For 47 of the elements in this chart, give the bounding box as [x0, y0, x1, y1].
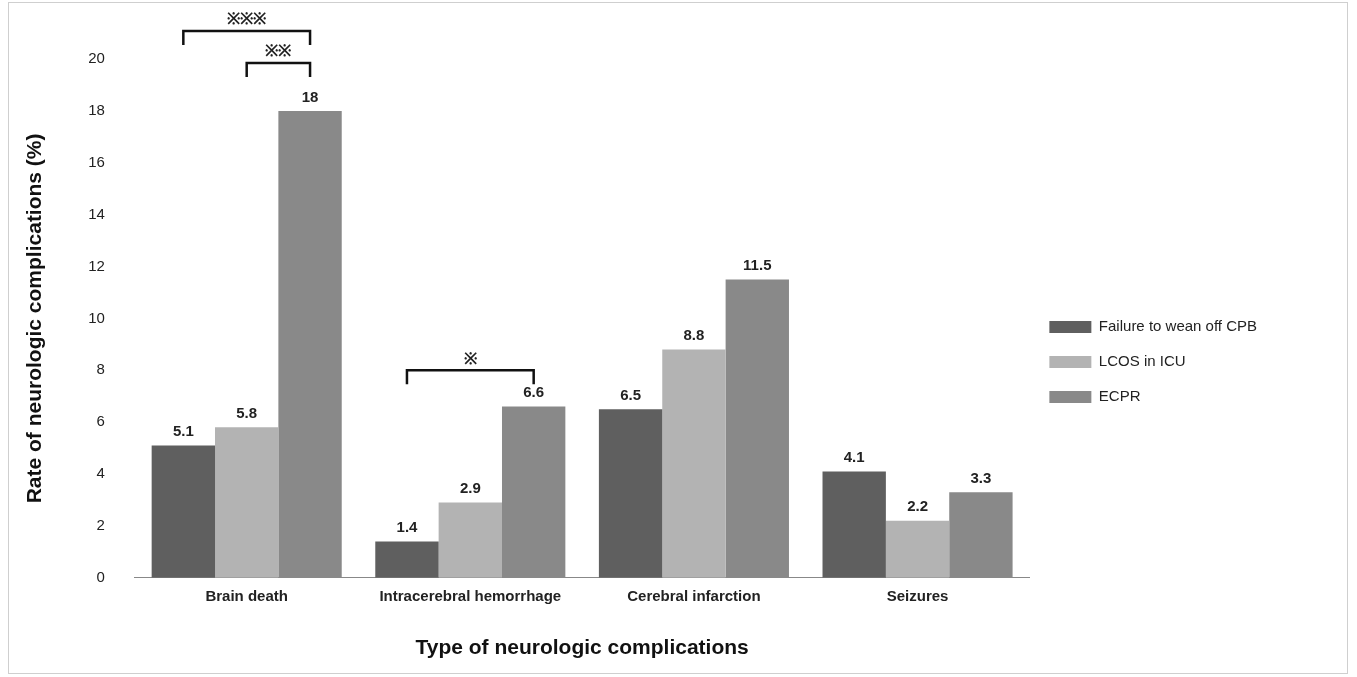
- y-tick-label: 16: [88, 152, 105, 170]
- annotation: ※※: [265, 42, 292, 60]
- data-label: 6.5: [620, 385, 641, 403]
- x-axis-title: Type of neurologic complications: [415, 635, 749, 659]
- text: ※※※: [227, 10, 267, 28]
- y-tick-label: 10: [88, 308, 105, 326]
- data-label: 4.1: [843, 448, 865, 466]
- data-label: 5.8: [236, 403, 258, 421]
- bar: [151, 445, 216, 578]
- y-tick-label: 18: [88, 101, 105, 119]
- bar: [598, 409, 663, 578]
- x-tick-label: Brain death: [205, 586, 288, 604]
- data-label: 18: [301, 87, 319, 105]
- legend-label: LCOS in ICU: [1098, 352, 1186, 370]
- data-label: 8.8: [683, 326, 705, 344]
- data-label: 1.4: [396, 518, 419, 536]
- y-axis-title: Rate of neurologic complications (%): [22, 133, 46, 504]
- x-tick-label: Cerebral infarction: [627, 586, 761, 604]
- y-tick-label: 4: [96, 464, 105, 482]
- bar: [438, 502, 502, 578]
- y-tick-label: 6: [96, 412, 105, 430]
- data-label: 6.6: [523, 383, 545, 401]
- y-tick-label: 14: [88, 204, 105, 222]
- data-label: 11.5: [743, 256, 772, 274]
- data-label: 2.2: [907, 497, 928, 515]
- bar: [725, 279, 789, 578]
- bar: [822, 471, 886, 578]
- bar: [375, 541, 439, 578]
- y-tick-label: 12: [88, 256, 105, 274]
- y-tick-label: 0: [96, 567, 105, 585]
- bar: [949, 492, 1013, 578]
- annotation: ※: [463, 349, 477, 367]
- data-label: 3.3: [970, 468, 992, 486]
- legend-label: Failure to wean off CPB: [1098, 317, 1257, 335]
- bar: [215, 427, 279, 578]
- bar: [278, 110, 342, 578]
- data-label: 5.1: [172, 422, 194, 440]
- x-tick-label: Intracerebral hemorrhage: [379, 586, 562, 604]
- bar: [662, 349, 726, 578]
- y-tick-label: 8: [96, 360, 105, 378]
- bar: [885, 520, 950, 578]
- bar: [501, 406, 566, 578]
- data-label: 2.9: [459, 479, 481, 497]
- y-tick-label: 20: [88, 49, 105, 67]
- y-tick-label: 2: [96, 516, 105, 534]
- x-tick-label: Seizures: [886, 586, 949, 604]
- legend-label: ECPR: [1098, 387, 1141, 405]
